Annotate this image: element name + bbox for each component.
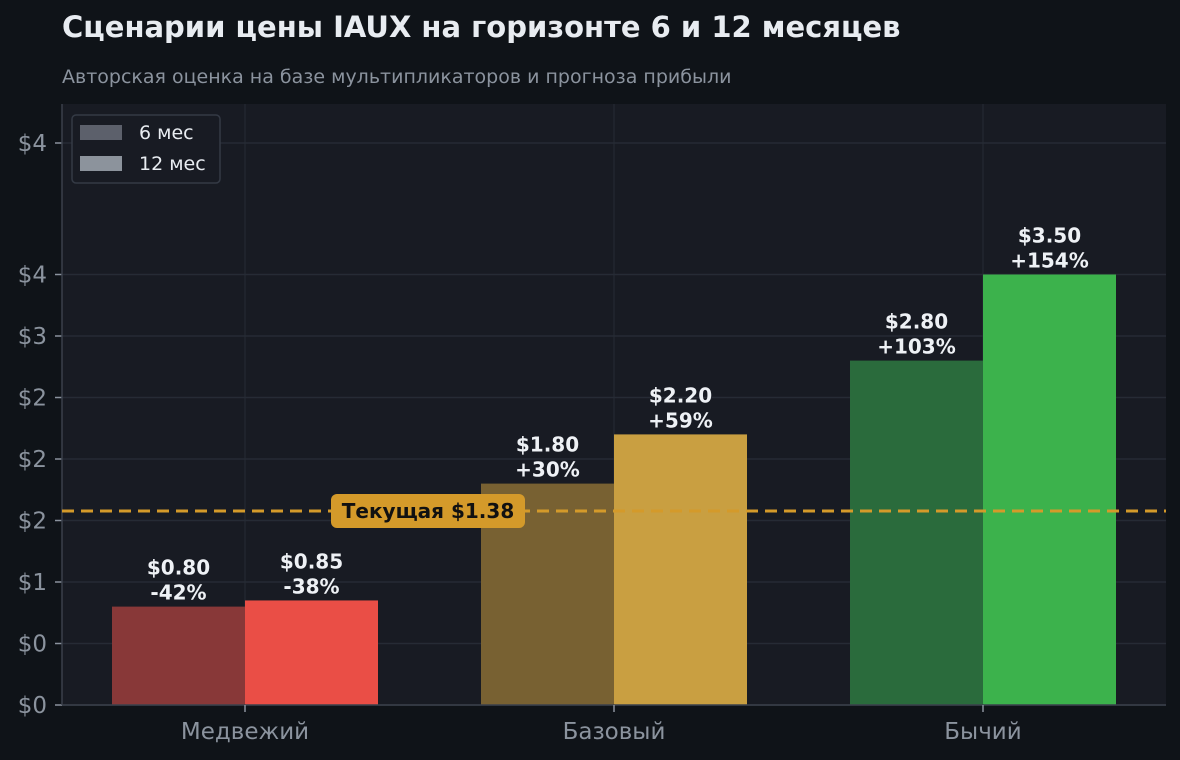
- x-tick-label: Медвежий: [181, 719, 309, 745]
- data-label-change: -38%: [283, 574, 339, 598]
- chart-subtitle: Авторская оценка на базе мультипликаторо…: [62, 66, 732, 88]
- data-label-change: +154%: [1010, 249, 1089, 273]
- data-label-value: $1.80: [516, 433, 579, 457]
- bar: [112, 606, 245, 705]
- data-label-value: $2.20: [649, 383, 712, 407]
- data-label-value: $3.50: [1018, 224, 1081, 248]
- x-tick-label: Бычий: [944, 719, 1021, 745]
- data-label-change: +30%: [515, 458, 580, 482]
- y-tick-label: $2: [18, 509, 47, 535]
- x-tick-label: Базовый: [563, 719, 666, 745]
- legend-swatch: [80, 156, 122, 171]
- y-tick-label: $2: [18, 447, 47, 473]
- y-tick-label: $0: [18, 693, 47, 719]
- y-tick-label: $2: [18, 386, 47, 412]
- chart-title: Сценарии цены IAUX на горизонте 6 и 12 м…: [62, 10, 901, 44]
- bar: [850, 360, 983, 705]
- y-tick-label: $4: [18, 263, 47, 289]
- data-label-change: +59%: [648, 408, 713, 432]
- legend-swatch: [80, 125, 122, 140]
- data-label-value: $0.80: [147, 556, 210, 580]
- data-label-value: $2.80: [885, 310, 948, 334]
- bar: [245, 600, 378, 705]
- y-tick-label: $3: [18, 324, 47, 350]
- y-tick-label: $1: [18, 570, 47, 596]
- current-price-badge: [331, 494, 525, 528]
- y-tick-label: $0: [18, 632, 47, 658]
- current-price-label: Текущая $1.38: [342, 499, 515, 523]
- data-label-change: -42%: [150, 581, 206, 605]
- bar: [614, 434, 747, 705]
- bar: [983, 274, 1116, 705]
- y-tick-label: $4: [18, 131, 47, 157]
- data-label-value: $0.85: [280, 549, 343, 573]
- legend-label: 12 мес: [139, 153, 206, 175]
- legend-label: 6 мес: [139, 122, 194, 144]
- data-label-change: +103%: [877, 335, 956, 359]
